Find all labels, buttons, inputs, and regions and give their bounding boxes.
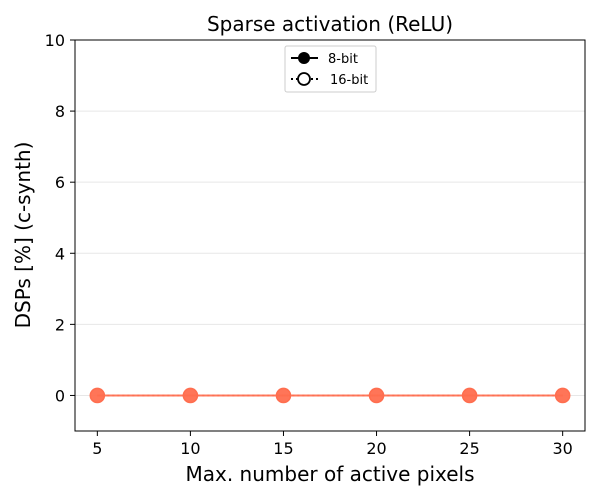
legend-16bit-label: 16-bit <box>330 73 368 88</box>
x-tick-label: 25 <box>459 439 479 458</box>
series-0-point <box>369 388 384 403</box>
x-tick-label: 20 <box>366 439 386 458</box>
series-0-point <box>183 388 198 403</box>
y-axis-label: DSPs [%] (c-synth) <box>11 142 35 329</box>
legend-16bit-marker <box>297 72 311 86</box>
x-tick-label: 10 <box>180 439 200 458</box>
y-tick-label: 2 <box>55 315 65 334</box>
series-1-point <box>89 387 106 404</box>
legend: 8-bit 16-bit <box>284 45 377 93</box>
data-layer <box>89 387 571 404</box>
x-axis-label: Max. number of active pixels <box>185 462 474 486</box>
series-1-point <box>182 387 199 404</box>
chart-title: Sparse activation (ReLU) <box>207 12 453 36</box>
legend-8bit-label: 8-bit <box>328 52 358 67</box>
grid-layer <box>75 39 585 396</box>
series-1-point <box>554 387 571 404</box>
y-tick-label: 8 <box>55 102 65 121</box>
y-tick-label: 4 <box>55 244 65 263</box>
series-1-point <box>275 387 292 404</box>
series-1-point <box>461 387 478 404</box>
y-tick-label: 0 <box>55 386 65 405</box>
y-tick-label: 10 <box>45 31 65 50</box>
legend-8bit-marker <box>298 52 310 64</box>
y-tick-label: 6 <box>55 173 65 192</box>
x-tick-label: 30 <box>552 439 572 458</box>
plot-frame <box>74 39 586 432</box>
axis-layer: 0 2 4 6 8 10 5 10 15 20 25 30 <box>45 31 573 458</box>
series-1-point <box>368 387 385 404</box>
x-tick-label: 5 <box>92 439 102 458</box>
series-0-point <box>462 388 477 403</box>
x-tick-label: 15 <box>273 439 293 458</box>
